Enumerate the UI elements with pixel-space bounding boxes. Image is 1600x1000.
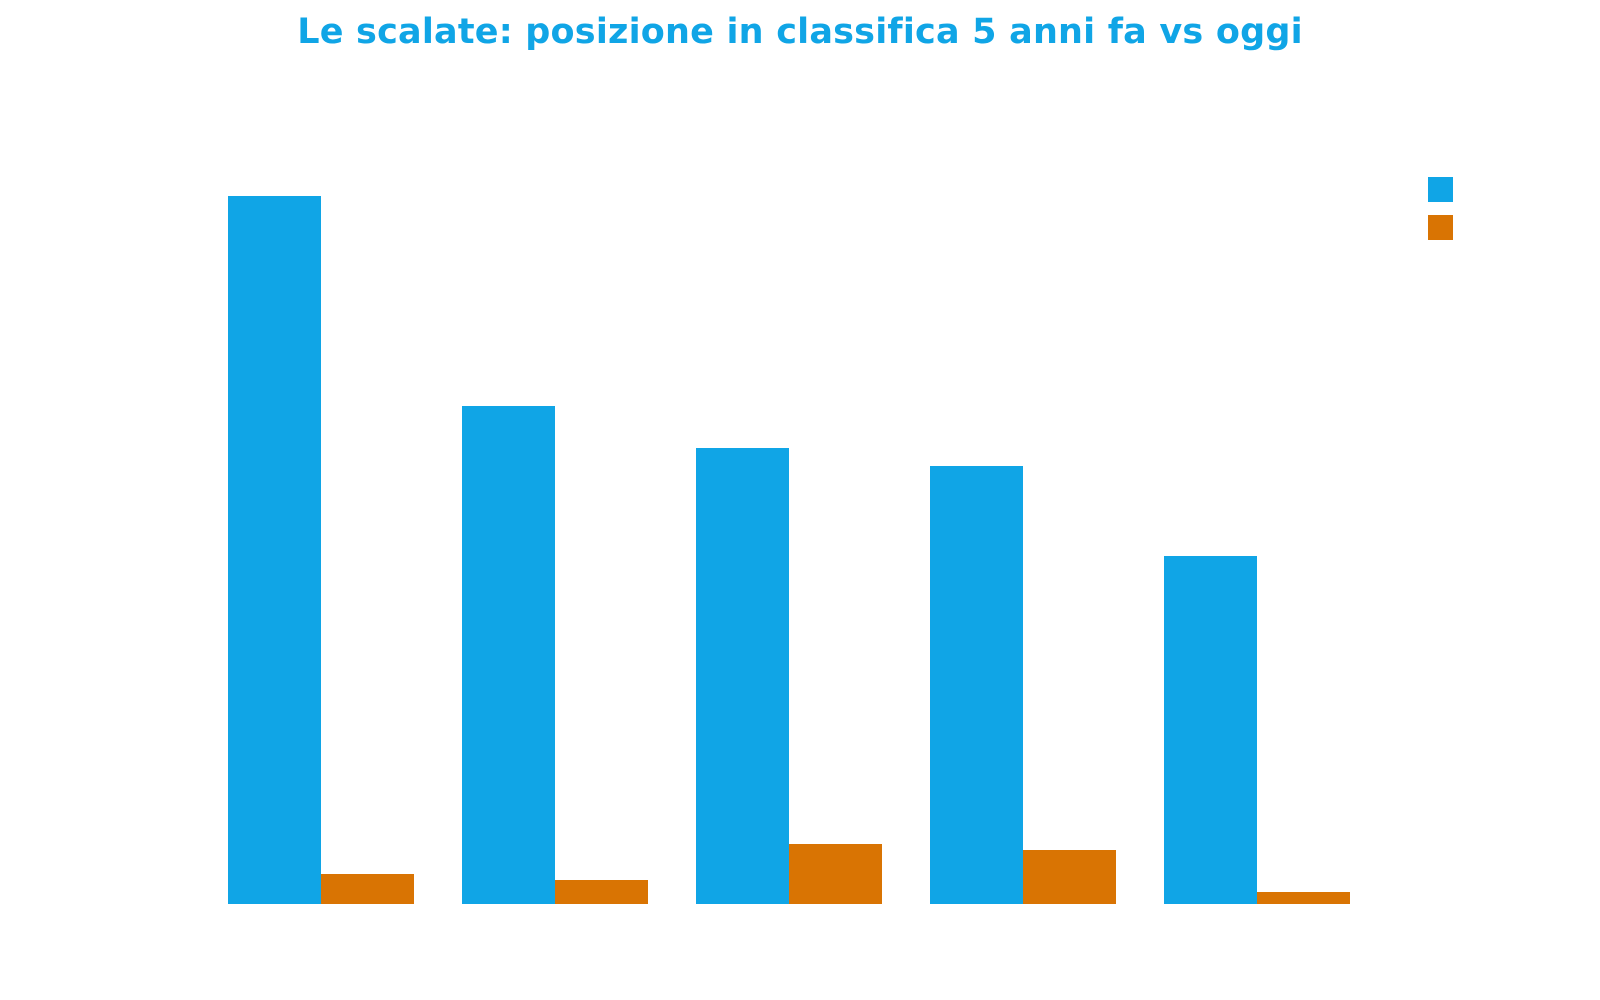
legend bbox=[1428, 176, 1453, 253]
bar-series-2-category-2 bbox=[555, 880, 648, 904]
bar-series-2-category-3 bbox=[789, 844, 882, 904]
legend-item-series-1 bbox=[1428, 176, 1453, 202]
legend-swatch-series-1 bbox=[1428, 176, 1453, 202]
bar-series-1-category-4 bbox=[930, 466, 1023, 904]
bar-series-1-category-1 bbox=[228, 196, 321, 904]
bar-series-1-category-3 bbox=[696, 448, 789, 904]
bar-series-1-category-2 bbox=[462, 406, 555, 904]
legend-item-series-2 bbox=[1428, 214, 1453, 240]
bar-series-2-category-1 bbox=[321, 874, 414, 904]
bar-series-2-category-5 bbox=[1257, 892, 1350, 904]
bar-series-1-category-5 bbox=[1164, 556, 1257, 904]
chart-title: Le scalate: posizione in classifica 5 an… bbox=[297, 12, 1303, 52]
legend-swatch-series-2 bbox=[1428, 214, 1453, 240]
bar-series-2-category-4 bbox=[1023, 850, 1116, 904]
